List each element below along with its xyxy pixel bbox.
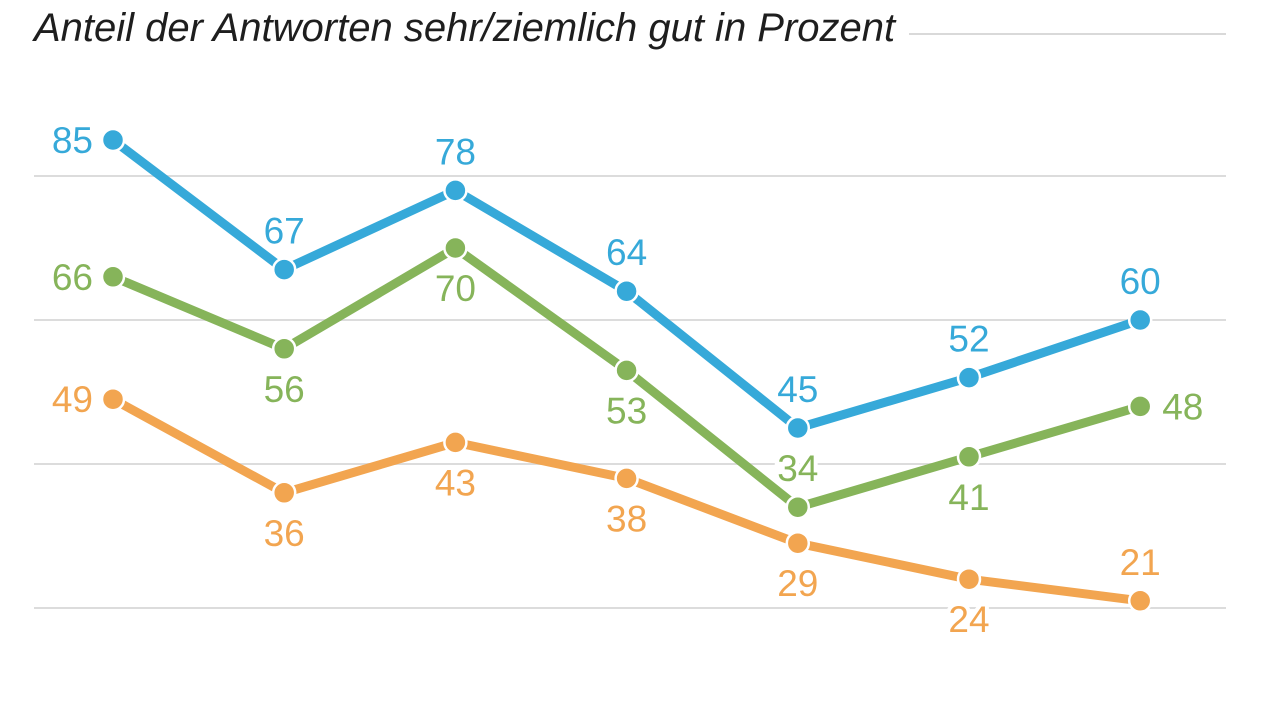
- data-point: [443, 235, 468, 261]
- data-label: 29: [777, 563, 818, 604]
- data-point: [271, 257, 297, 282]
- data-point: [1127, 394, 1153, 419]
- data-point: [956, 444, 982, 470]
- data-point: [1127, 307, 1153, 333]
- data-label: 41: [948, 477, 989, 518]
- data-label: 70: [435, 268, 476, 309]
- data-point: [614, 278, 639, 304]
- data-point: [785, 415, 811, 441]
- data-label: 66: [52, 257, 93, 298]
- data-label: 43: [435, 462, 476, 503]
- data-point: [443, 430, 468, 455]
- data-label: 56: [264, 369, 305, 410]
- data-label: 78: [435, 131, 476, 172]
- data-point: [614, 466, 639, 491]
- data-label: 45: [777, 369, 818, 410]
- data-label: 38: [606, 498, 647, 539]
- data-label: 53: [606, 390, 647, 431]
- data-point: [100, 264, 126, 290]
- data-label: 64: [606, 232, 647, 273]
- data-label: 21: [1120, 542, 1161, 583]
- chart-title: Anteil der Antworten sehr/ziemlich gut i…: [34, 6, 896, 50]
- data-label: 34: [777, 448, 818, 489]
- data-label: 60: [1120, 261, 1161, 302]
- chart-title-row: Anteil der Antworten sehr/ziemlich gut i…: [34, 2, 1226, 54]
- data-label: 52: [948, 319, 989, 360]
- data-label: 67: [264, 211, 305, 252]
- series-lines: [100, 127, 1153, 614]
- data-point: [785, 530, 811, 556]
- data-labels: 85 67 78 64 45 52 60 66 56 70 53 34 41 48 49 36 43 38 29 24…: [48, 116, 1208, 644]
- data-point: [956, 365, 982, 390]
- data-point: [785, 494, 811, 520]
- data-point: [956, 566, 982, 592]
- data-label: 49: [52, 379, 93, 420]
- data-point: [100, 127, 126, 153]
- data-label: 36: [264, 513, 305, 554]
- data-point: [614, 358, 639, 383]
- data-label: 48: [1162, 386, 1203, 427]
- data-point: [271, 336, 297, 362]
- title-divider: [909, 33, 1226, 35]
- data-point: [271, 480, 297, 506]
- data-label: 24: [948, 599, 989, 640]
- data-point: [1127, 588, 1153, 614]
- data-point: [100, 386, 126, 412]
- data-point: [443, 178, 468, 203]
- data-label: 85: [52, 120, 93, 161]
